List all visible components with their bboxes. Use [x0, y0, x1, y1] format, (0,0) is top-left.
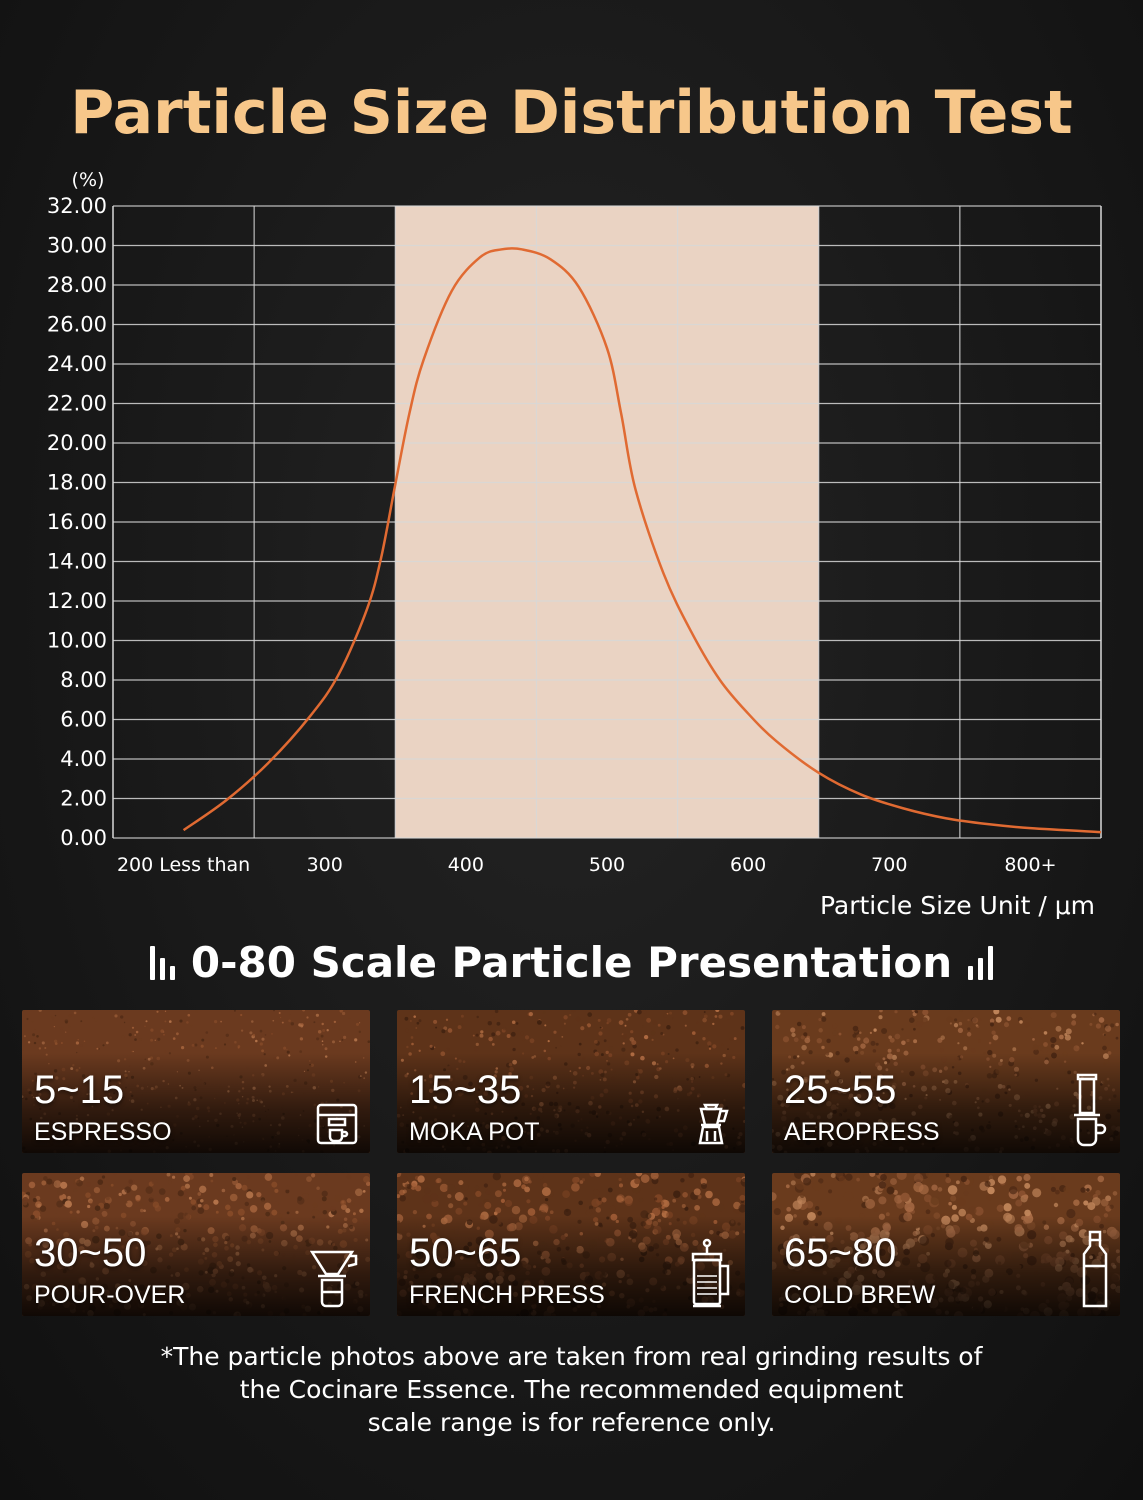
tile-espresso: 5~15 ESPRESSO — [22, 1010, 370, 1153]
y-tick-label: 26.00 — [47, 313, 107, 337]
y-tick-label: 6.00 — [60, 708, 107, 732]
y-tick-label: 24.00 — [47, 352, 107, 376]
x-tick-label: 700 — [871, 854, 907, 876]
tile-method: AEROPRESS — [784, 1118, 940, 1146]
x-tick-label: 200 Less than — [117, 854, 250, 876]
y-tick-label: 14.00 — [47, 550, 107, 574]
section-title: 0-80 Scale Particle Presentation — [0, 938, 1143, 987]
tile-method: COLD BREW — [784, 1281, 936, 1309]
y-tick-label: 22.00 — [47, 392, 107, 416]
footnote-line: the Cocinare Essence. The recommended eq… — [239, 1375, 904, 1404]
y-tick-label: 32.00 — [47, 194, 107, 218]
tile-range: 5~15 — [34, 1068, 125, 1112]
distribution-chart: 0.00 2.00 4.00 6.00 8.00 10.00 12.00 14.00 16.00… — [47, 169, 1102, 920]
x-tick-label: 300 — [307, 854, 343, 876]
tile-method: ESPRESSO — [34, 1118, 172, 1146]
y-tick-label: 0.00 — [60, 826, 107, 850]
tile-range: 15~35 — [409, 1068, 522, 1112]
y-tick-label: 4.00 — [60, 747, 107, 771]
bars-right-icon — [968, 945, 994, 980]
cold-brew-bottle-icon — [1082, 1230, 1108, 1308]
y-tick-label: 18.00 — [47, 471, 107, 495]
tile-aeropress: 25~55 AEROPRESS — [772, 1010, 1120, 1153]
aeropress-icon — [1074, 1073, 1107, 1147]
x-tick-label: 500 — [589, 854, 625, 876]
tile-range: 65~80 — [784, 1231, 897, 1275]
tile-pour-over: 30~50 POUR-OVER — [22, 1173, 370, 1316]
y-tick-label: 12.00 — [47, 589, 107, 613]
espresso-machine-icon — [316, 1103, 358, 1145]
french-press-icon — [691, 1238, 730, 1308]
tile-range: 25~55 — [784, 1068, 897, 1112]
footnote-line: *The particle photos above are taken fro… — [160, 1342, 983, 1371]
x-tick-label: 400 — [448, 854, 484, 876]
tile-french-press: 50~65 FRENCH PRESS — [397, 1173, 745, 1316]
moka-pot-icon — [698, 1103, 729, 1145]
x-axis-label: Particle Size Unit / μm — [820, 891, 1095, 920]
pour-over-icon — [310, 1250, 358, 1308]
tile-range: 30~50 — [34, 1231, 147, 1275]
tile-range: 50~65 — [409, 1231, 522, 1275]
tile-moka-pot: 15~35 MOKA POT — [397, 1010, 745, 1153]
page-title: Particle Size Distribution Test — [70, 78, 1073, 148]
tile-method: MOKA POT — [409, 1118, 540, 1146]
tile-method: POUR-OVER — [34, 1281, 186, 1309]
tile-cold-brew: 65~80 COLD BREW — [772, 1173, 1120, 1316]
y-tick-label: 20.00 — [47, 431, 107, 455]
footnote: *The particle photos above are taken fro… — [0, 1340, 1143, 1439]
x-tick-label: 800+ — [1004, 854, 1056, 876]
y-tick-label: 2.00 — [60, 787, 107, 811]
tile-method: FRENCH PRESS — [409, 1281, 605, 1309]
y-tick-label: 16.00 — [47, 510, 107, 534]
series-line-distribution — [182, 247, 1102, 834]
x-tick-label: 600 — [730, 854, 766, 876]
y-tick-label: 30.00 — [47, 234, 107, 258]
footnote-line: scale range is for reference only. — [367, 1408, 776, 1437]
y-tick-label: 28.00 — [47, 273, 107, 297]
section-title-text: 0-80 Scale Particle Presentation — [190, 938, 953, 987]
bars-left-icon — [149, 945, 175, 980]
y-axis-label: (%) — [72, 169, 105, 191]
y-tick-label: 8.00 — [60, 668, 107, 692]
y-tick-label: 10.00 — [47, 629, 107, 653]
